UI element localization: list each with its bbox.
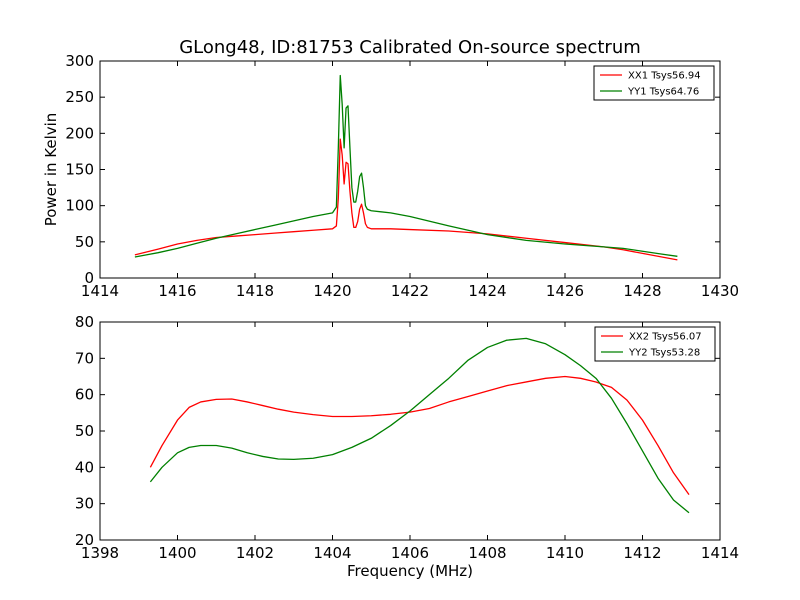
y-tick-label: 50 bbox=[75, 422, 94, 440]
x-tick-label: 1402 bbox=[236, 544, 274, 562]
x-tick-label: 1406 bbox=[391, 544, 429, 562]
x-tick-label: 1410 bbox=[546, 544, 584, 562]
x-tick-label: 1422 bbox=[391, 282, 429, 300]
legend-box bbox=[593, 65, 715, 101]
y-tick-label: 150 bbox=[65, 161, 94, 179]
y-tick-label: 300 bbox=[65, 52, 94, 70]
legend-box bbox=[594, 326, 716, 362]
x-axis-label: Frequency (MHz) bbox=[347, 562, 473, 580]
x-tick-label: 1428 bbox=[623, 282, 661, 300]
y-tick-label: 20 bbox=[75, 531, 94, 549]
x-tick-label: 1404 bbox=[313, 544, 351, 562]
y-tick-label: 0 bbox=[84, 269, 94, 287]
x-tick-label: 1400 bbox=[158, 544, 196, 562]
y-tick-label: 40 bbox=[75, 458, 94, 476]
x-tick-label: 1416 bbox=[158, 282, 196, 300]
legend-label: YY1 Tsys64.76 bbox=[627, 87, 699, 98]
x-tick-label: 1414 bbox=[701, 544, 739, 562]
series-line-2 bbox=[149, 337, 690, 514]
x-tick-label: 1398 bbox=[81, 544, 119, 562]
y-tick-label: 100 bbox=[65, 197, 94, 215]
x-tick-label: 1424 bbox=[468, 282, 506, 300]
series-line-1 bbox=[149, 375, 690, 495]
x-tick-label: 1426 bbox=[546, 282, 584, 300]
y-tick-label: 70 bbox=[75, 349, 94, 367]
y-tick-label: 50 bbox=[75, 233, 94, 251]
x-tick-label: 1418 bbox=[236, 282, 274, 300]
chart-title: GLong48, ID:81753 Calibrated On-source s… bbox=[179, 37, 641, 58]
legend-label: YY2 Tsys53.28 bbox=[628, 348, 700, 359]
legend-label: XX1 Tsys56.94 bbox=[628, 71, 701, 82]
y-tick-label: 60 bbox=[75, 386, 94, 404]
y-tick-label: 250 bbox=[65, 88, 94, 106]
y-axis-label: Power in Kelvin bbox=[42, 113, 60, 227]
x-tick-label: 1408 bbox=[468, 544, 506, 562]
y-tick-label: 200 bbox=[65, 124, 94, 142]
series-line-2 bbox=[134, 74, 678, 258]
x-tick-label: 1430 bbox=[701, 282, 739, 300]
x-tick-label: 1420 bbox=[313, 282, 351, 300]
x-tick-label: 1414 bbox=[81, 282, 119, 300]
series-line-1 bbox=[134, 138, 678, 261]
legend-label: XX2 Tsys56.07 bbox=[629, 332, 702, 343]
y-tick-label: 30 bbox=[75, 495, 94, 513]
y-tick-label: 80 bbox=[75, 313, 94, 331]
x-tick-label: 1412 bbox=[623, 544, 661, 562]
